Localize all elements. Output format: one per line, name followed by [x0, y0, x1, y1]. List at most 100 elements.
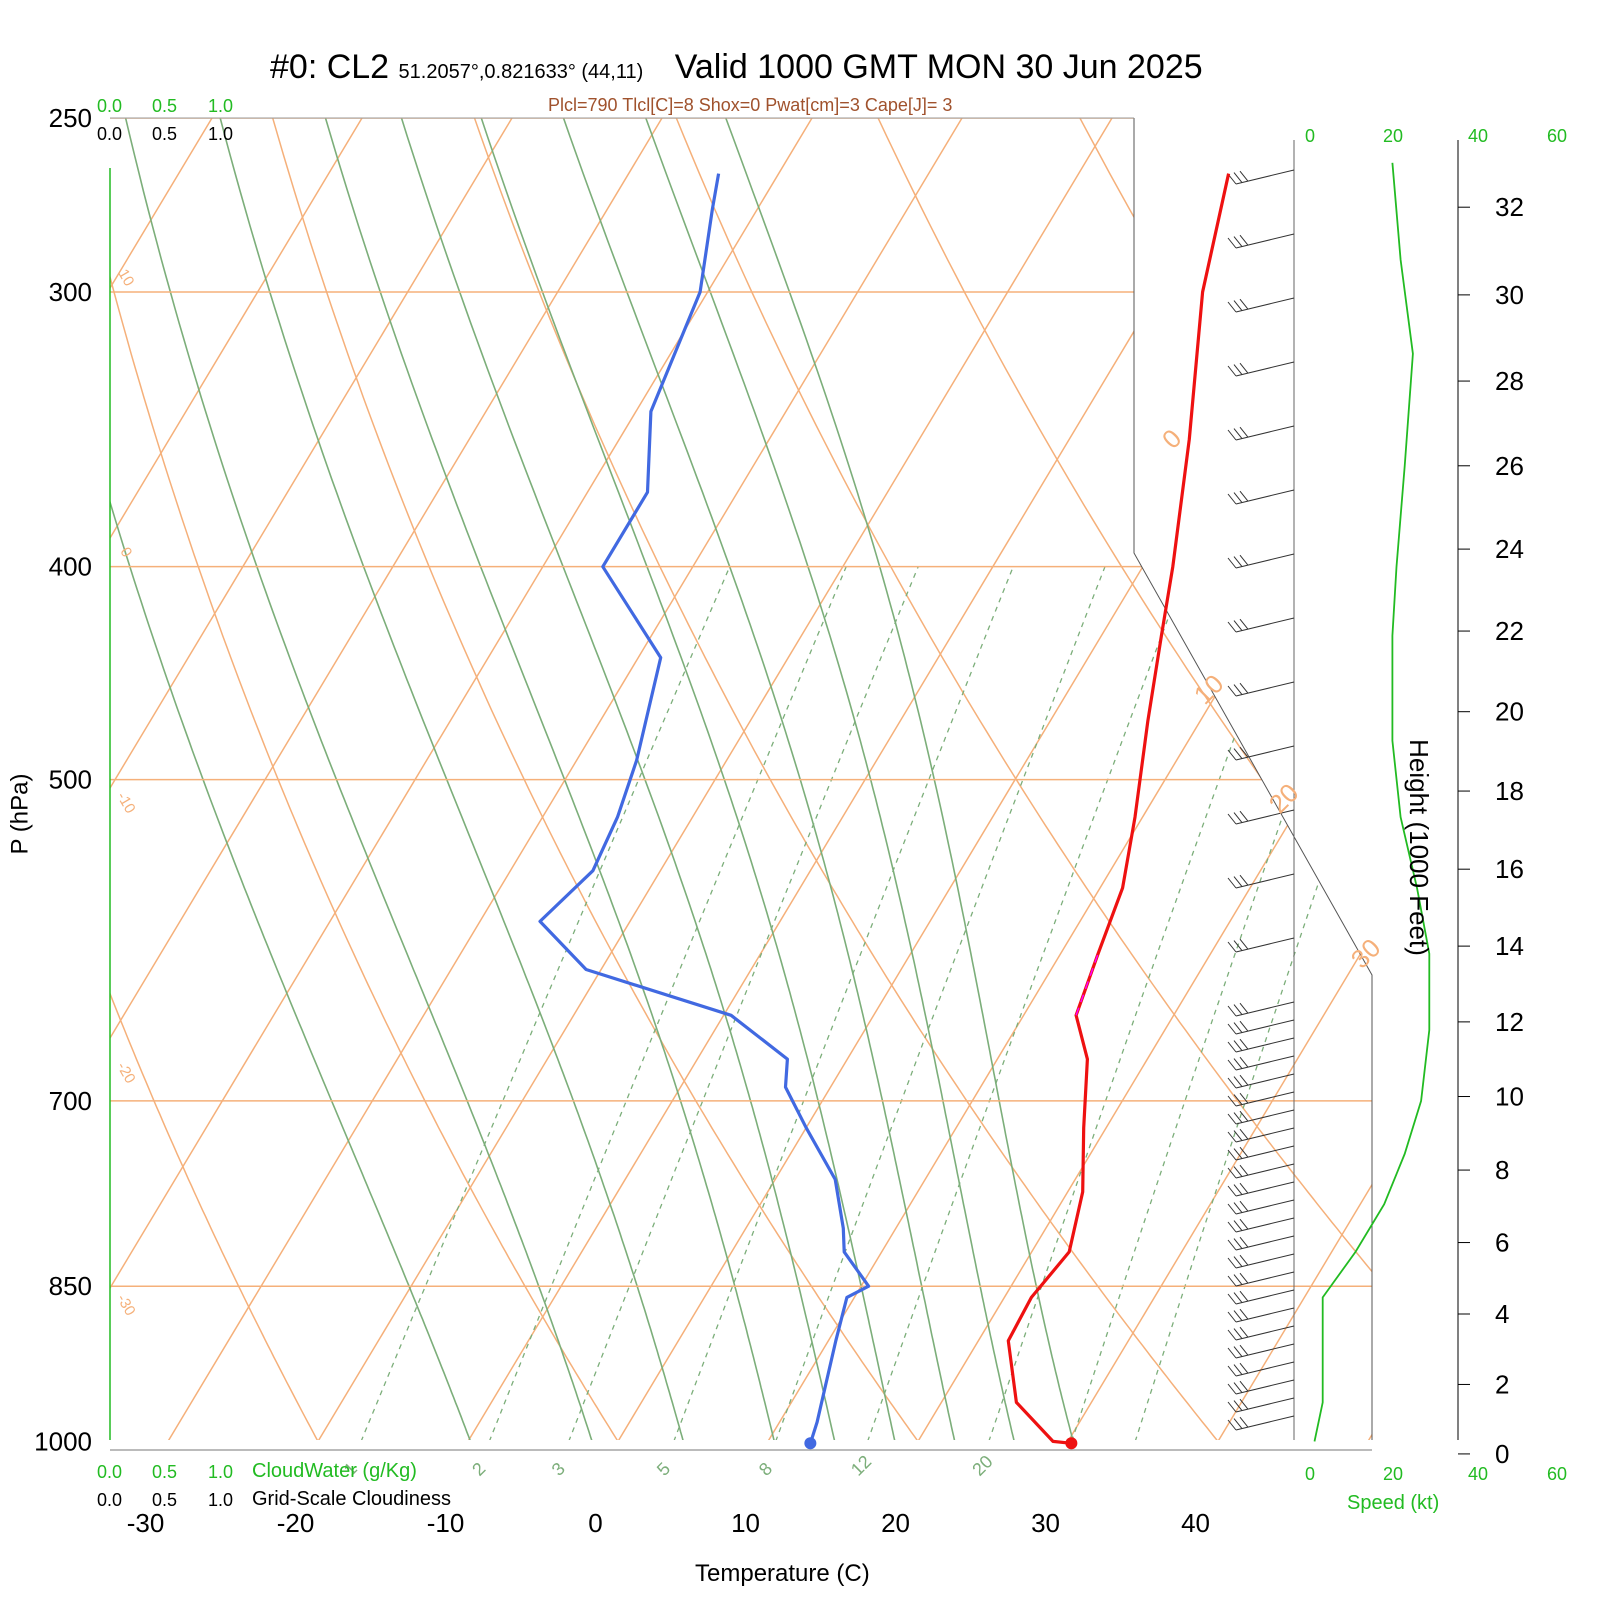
pressure-tick-label: 500: [49, 765, 92, 795]
isotherm-label: 10: [114, 266, 137, 289]
wind-barb-feather: [1233, 748, 1243, 759]
wind-barb: [1235, 1307, 1295, 1323]
wind-barb-feather: [1233, 1076, 1243, 1087]
cloudiness-tick-bottom: 0.5: [152, 1490, 178, 1510]
moist-adiabat-line: [645, 118, 1022, 1440]
pressure-tick-label: 1000: [34, 1426, 92, 1456]
wind-barb-feather: [1227, 1257, 1237, 1269]
dry-adiabat-line: [266, 118, 940, 1440]
wind-barb-feather: [1227, 301, 1237, 313]
isotherm-line: [110, 118, 375, 1440]
wind-barb-feather: [1227, 1149, 1237, 1161]
wind-barb: [1235, 1253, 1295, 1269]
wind-barb-feather: [1239, 1164, 1249, 1176]
wind-barb: [1235, 1073, 1295, 1089]
wind-barb-feather: [1233, 172, 1243, 183]
wind-barb: [1235, 1325, 1295, 1341]
wind-barb-feather: [1227, 1419, 1237, 1431]
wind-barb: [1235, 681, 1295, 697]
wind-barb: [1235, 297, 1295, 313]
wind-barb: [1235, 1217, 1295, 1233]
wind-barb: [1235, 1109, 1295, 1125]
wind-barb-feather: [1239, 874, 1249, 886]
wind-barb-feather: [1227, 1275, 1237, 1287]
wind-barb-feather: [1239, 1344, 1249, 1356]
wind-barb-feather: [1227, 1203, 1237, 1215]
wind-barb-feather: [1239, 1272, 1249, 1284]
station-coords: 51.2057°,0.821633° (44,11): [398, 61, 644, 83]
wind-barb-feather: [1227, 1131, 1237, 1143]
wind-barb-feather: [1233, 1364, 1243, 1375]
mixing-ratio-line: [1134, 566, 1372, 1440]
wind-barb-feather: [1233, 684, 1243, 695]
cloudiness-label: Grid-Scale Cloudiness: [252, 1488, 451, 1510]
pressure-tick-label: 850: [49, 1271, 92, 1301]
wind-barb-feather: [1233, 1292, 1243, 1303]
wind-barb: [1235, 745, 1295, 761]
cloudwater-label: CloudWater (g/Kg): [252, 1460, 417, 1482]
height-tick-label: 0: [1495, 1439, 1509, 1469]
isotherm-line: [600, 118, 1372, 1440]
wind-barb-feather: [1227, 1293, 1237, 1305]
isotherm-line: [110, 118, 825, 1440]
wind-barb: [1235, 361, 1295, 377]
isotherm-line: [150, 118, 975, 1440]
mixing-ratio-line: [988, 566, 1297, 1440]
x-axis-label: Temperature (C): [695, 1560, 870, 1587]
dry-adiabat-line: [1471, 99, 1600, 1470]
height-tick-label: 18: [1495, 776, 1524, 806]
wind-barb-feather: [1227, 1005, 1237, 1017]
wind-barb-feather: [1227, 941, 1237, 953]
isotherm-label: -30: [113, 1291, 139, 1318]
dry-adiabat-line: [110, 118, 334, 1440]
temperature-tick-label: -20: [277, 1508, 315, 1538]
wind-barb: [1235, 617, 1295, 633]
wind-barb-feather: [1233, 1004, 1243, 1015]
wind-barb-feather: [1239, 1056, 1249, 1068]
wind-barb-feather: [1233, 556, 1243, 567]
moist-adiabat-line: [725, 118, 1082, 1440]
wind-barb: [1235, 1091, 1295, 1107]
wind-barb: [1235, 489, 1295, 505]
wind-barb: [1235, 233, 1295, 249]
wind-barb-feather: [1239, 1110, 1249, 1122]
isotherm-line: [450, 118, 1275, 1440]
wind-barb: [1235, 937, 1295, 953]
wind-barb-feather: [1239, 554, 1249, 566]
speed-tick-top: 20: [1383, 126, 1404, 146]
wind-barb-feather: [1227, 1383, 1237, 1395]
height-tick-label: 16: [1495, 854, 1524, 884]
profile-series: [538, 173, 1231, 1450]
height-tick-label: 2: [1495, 1369, 1509, 1399]
wind-barb-feather: [1227, 237, 1237, 249]
wind-barb: [1235, 1415, 1295, 1431]
mixing-ratio-line: [775, 566, 1106, 1440]
height-tick-label: 12: [1495, 1007, 1524, 1037]
cloudwater-tick-bottom: 0.0: [97, 1462, 123, 1482]
wind-barb-feather: [1227, 749, 1237, 761]
wind-barb: [1235, 1163, 1295, 1179]
wind-barb-feather: [1233, 1346, 1243, 1357]
height-tick-label: 30: [1495, 280, 1524, 310]
wind-barb-feather: [1239, 1146, 1249, 1158]
wind-barb: [1235, 169, 1295, 185]
wind-barb-feather: [1233, 1382, 1243, 1393]
height-tick-label: 4: [1495, 1299, 1509, 1329]
wind-barb-feather: [1227, 365, 1237, 377]
wind-barb-feather: [1239, 1182, 1249, 1194]
dry-adiabat-line: [868, 118, 1372, 1440]
height-tick-label: 28: [1495, 366, 1524, 396]
wind-barb-feather: [1227, 493, 1237, 505]
wind-barb: [1235, 1235, 1295, 1251]
wind-barb-feather: [1239, 1236, 1249, 1248]
wind-barb: [1235, 1055, 1295, 1071]
wind-barb-feather: [1227, 1329, 1237, 1341]
speed-tick-bottom: 40: [1468, 1464, 1489, 1484]
wind-barb-feather: [1227, 1221, 1237, 1233]
isotherm-label: -10: [113, 789, 139, 816]
wind-barb: [1235, 1199, 1295, 1215]
wind-barb-feather: [1227, 1041, 1237, 1053]
wind-barb-feather: [1239, 1002, 1249, 1014]
isotherm-label: -20: [113, 1059, 139, 1086]
